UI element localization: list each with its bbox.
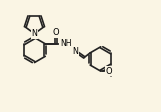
Text: N: N [32,29,37,38]
Text: O: O [53,28,59,37]
Text: O: O [106,67,112,76]
Text: N: N [72,47,78,56]
Text: NH: NH [60,39,71,48]
